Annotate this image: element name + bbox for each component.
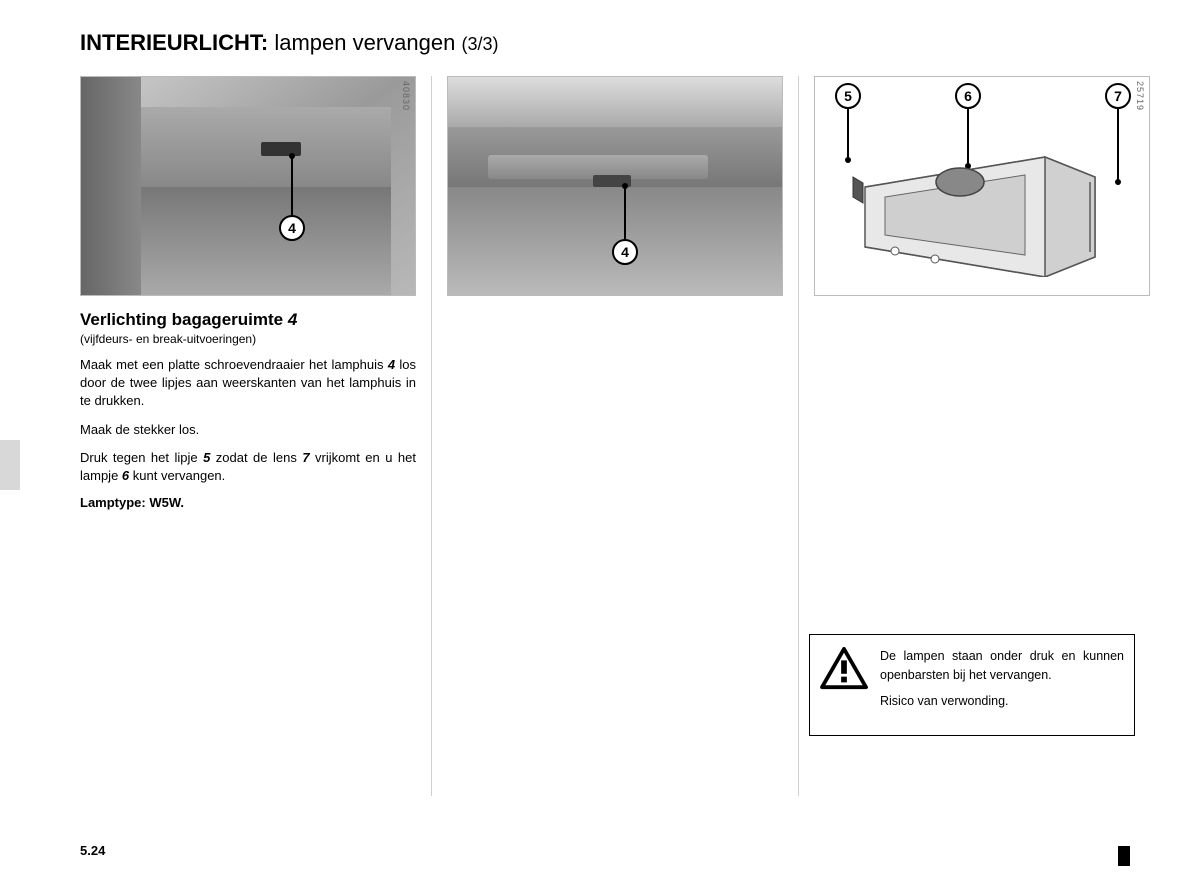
page-number: 5.24 bbox=[80, 843, 105, 858]
lamp-housing-drawing bbox=[845, 147, 1105, 277]
figure-2: 41179 4 bbox=[447, 76, 783, 296]
title-pagination: (3/3) bbox=[461, 34, 498, 54]
callout-line bbox=[624, 185, 626, 241]
figure-3: 25719 5 6 7 bbox=[814, 76, 1150, 296]
callout-6-label: 6 bbox=[964, 88, 972, 104]
callout-line bbox=[291, 155, 293, 217]
callout-6-bubble: 6 bbox=[955, 83, 981, 109]
warning-line-2: Risico van verwonding. bbox=[880, 692, 1124, 711]
figure-3-id: 25719 bbox=[1135, 81, 1145, 111]
callout-4-label-2: 4 bbox=[621, 244, 629, 260]
callout-4-bubble-2: 4 bbox=[612, 239, 638, 265]
column-layout: 40830 4 Verlichting bagageruimte 4 (vijf… bbox=[80, 76, 1150, 796]
warning-text: De lampen staan onder druk en kunnen ope… bbox=[880, 647, 1124, 719]
column-2: 41179 4 bbox=[432, 76, 799, 796]
callout-5-label: 5 bbox=[844, 88, 852, 104]
figure-1-id: 40830 bbox=[401, 81, 411, 111]
figure-1: 40830 4 bbox=[80, 76, 416, 296]
callout-4-bubble: 4 bbox=[279, 215, 305, 241]
page-title: INTERIEURLICHT: lampen vervangen (3/3) bbox=[80, 30, 1150, 56]
callout-dot bbox=[622, 183, 628, 189]
callout-4-label: 4 bbox=[288, 220, 296, 236]
title-main: INTERIEURLICHT: bbox=[80, 30, 268, 55]
paragraph-1: Maak met een platte schroevendraaier het… bbox=[80, 356, 416, 411]
paragraph-2: Maak de stekker los. bbox=[80, 421, 416, 439]
footer-crop-mark bbox=[1118, 846, 1130, 866]
callout-7-bubble: 7 bbox=[1105, 83, 1131, 109]
section-heading-text: Verlichting bagageruimte bbox=[80, 310, 283, 329]
warning-line-1: De lampen staan onder druk en kunnen ope… bbox=[880, 647, 1124, 685]
warning-box: De lampen staan onder druk en kunnen ope… bbox=[809, 634, 1135, 736]
callout-dot bbox=[289, 153, 295, 159]
callout-dot bbox=[1115, 179, 1121, 185]
title-sub: lampen vervangen bbox=[274, 30, 455, 55]
manual-page: INTERIEURLICHT: lampen vervangen (3/3) 4… bbox=[0, 0, 1200, 888]
callout-5-bubble: 5 bbox=[835, 83, 861, 109]
callout-line bbox=[1117, 109, 1119, 181]
lamp-type: Lamptype: W5W. bbox=[80, 495, 416, 510]
column-1: 40830 4 Verlichting bagageruimte 4 (vijf… bbox=[80, 76, 432, 796]
callout-7-label: 7 bbox=[1114, 88, 1122, 104]
warning-icon bbox=[820, 647, 868, 691]
column-3: 25719 5 6 7 bbox=[799, 76, 1150, 796]
section-heading: Verlichting bagageruimte 4 bbox=[80, 310, 416, 330]
section-heading-ref: 4 bbox=[288, 310, 297, 329]
paragraph-3: Druk tegen het lipje 5 zodat de lens 7 v… bbox=[80, 449, 416, 485]
section-subtitle: (vijfdeurs- en break-uitvoeringen) bbox=[80, 332, 416, 346]
